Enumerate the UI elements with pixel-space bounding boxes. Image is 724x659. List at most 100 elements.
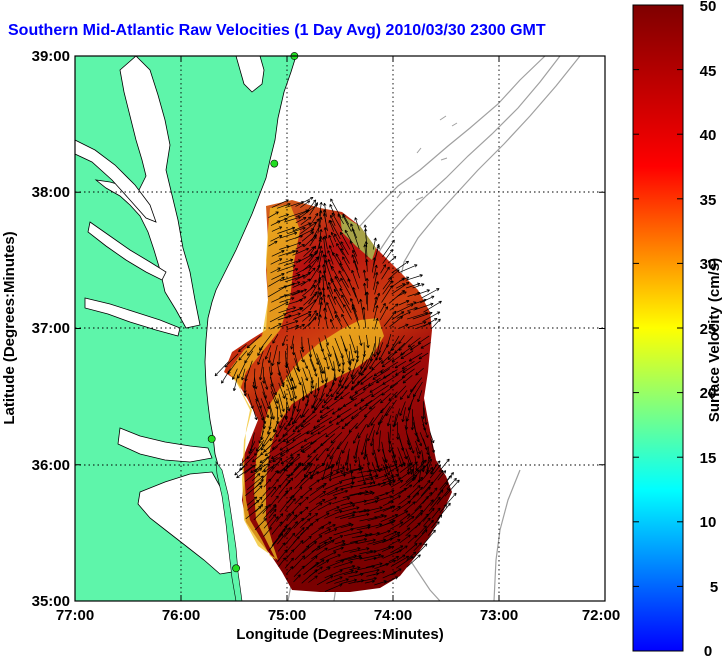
velocity-vector [326,487,344,496]
velocity-vector [301,569,318,584]
velocity-vector [341,422,351,430]
velocity-vector [387,351,397,360]
velocity-vector [327,294,336,312]
velocity-vector [342,547,361,553]
velocity-vector [263,513,277,529]
velocity-vector [375,474,388,480]
x-tick-marks [74,56,606,601]
velocity-vector [270,495,279,506]
velocity-vector [318,537,333,545]
velocity-vector [301,284,316,297]
velocity-vector [309,291,322,311]
albemarle-sound [117,427,213,463]
velocity-vector [301,376,309,399]
velocity-vector [317,423,334,435]
velocity-vector [302,555,318,569]
velocity-vector [356,576,377,583]
velocity-vector [292,288,307,296]
velocity-vector [278,306,296,314]
velocity-vector [332,470,354,479]
colorbar-tick-label: 50 [700,0,717,15]
velocity-vector [328,234,335,248]
velocity-vector [272,334,279,344]
x-axis-label: Longitude (Degrees:Minutes) [236,626,444,643]
velocity-vector [286,432,302,444]
velocity-vector [232,374,239,392]
velocity-vector [331,383,342,398]
velocity-vector [439,475,452,491]
velocity-vector [309,202,319,216]
velocity-vector [387,431,392,453]
velocity-vector [342,215,352,232]
velocity-vector [281,336,287,347]
velocity-vector [423,300,442,313]
velocity-vector [414,289,430,296]
velocity-vector [277,527,291,545]
velocity-vector [349,466,364,472]
velocity-vector [308,250,318,264]
velocity-vector [351,369,365,385]
velocity-vector [350,537,368,543]
velocity-vector [252,409,258,421]
velocity-vector [354,217,360,231]
velocity-vector [289,448,302,457]
velocity-vector [437,482,449,496]
velocity-vector [374,317,379,330]
velocity-vector [415,440,422,455]
velocity-vector [348,512,370,519]
velocity-vector [270,258,283,265]
velocity-vector [412,311,433,320]
velocity-vector [286,511,295,521]
x-tick-label: 73:00 [480,607,518,624]
velocity-vector [246,446,256,460]
velocity-vector [248,441,256,454]
velocity-vector [284,216,302,223]
velocity-vector [315,448,327,461]
velocity-vector [323,202,327,217]
velocity-vector [341,578,358,584]
velocity-vector [406,433,415,454]
velocity-vector [337,213,345,225]
velocity-vector [287,281,301,287]
velocity-vector [383,310,397,327]
velocity-vector [293,366,302,386]
velocity-vector [295,217,307,224]
velocity-vector [406,461,418,472]
velocity-vector [277,398,283,418]
velocity-vector [372,296,378,313]
velocity-vector [303,359,309,370]
velocity-vector [436,488,451,505]
velocity-vector [372,514,385,519]
velocity-vector [388,495,401,503]
velocity-vector [319,366,325,384]
velocity-vector [383,530,398,538]
velocity-vector [300,441,311,449]
velocity-vector [272,454,286,463]
velocity-vector [397,469,414,482]
velocity-vector [415,486,431,504]
velocity-vector [341,313,350,329]
velocity-vector [399,527,411,536]
velocity-vector [340,248,350,264]
velocity-vector [401,407,406,423]
velocity-vector [333,546,344,552]
velocity-vector [221,368,231,384]
velocity-vector [303,545,321,560]
velocity-vector [381,448,388,464]
velocity-vector [302,408,310,418]
velocity-vector [317,502,332,511]
velocity-vector [334,391,344,401]
velocity-vector [318,521,332,530]
velocity-vector [278,382,286,399]
velocity-vector [391,352,406,363]
velocity-vector [257,350,264,365]
velocity-vector [373,243,380,266]
velocity-vector [380,264,387,274]
station-marker [270,159,279,168]
velocity-vector [340,506,360,513]
velocity-vector [362,269,367,281]
velocity-vector [307,312,319,327]
velocity-vector [380,480,396,488]
velocity-vector [296,398,301,413]
x-tick-label: 74:00 [374,607,412,624]
